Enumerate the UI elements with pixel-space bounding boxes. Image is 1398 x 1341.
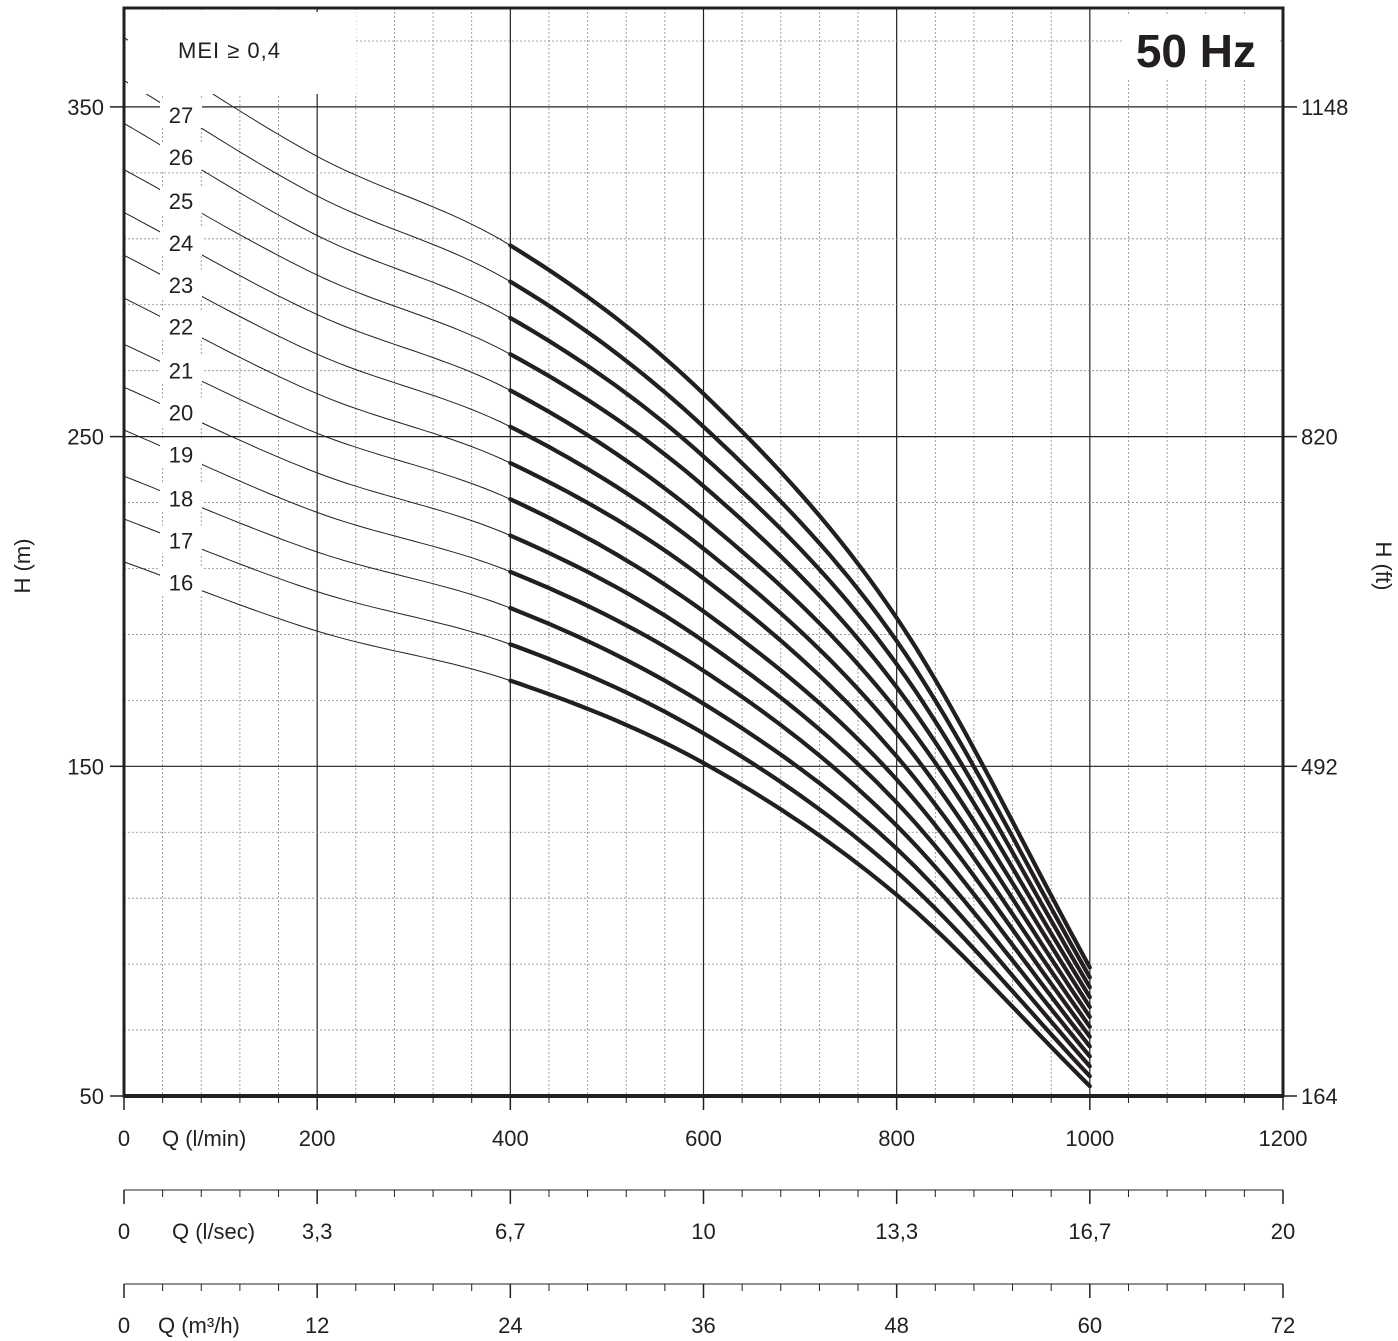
x-tick-label: 200: [299, 1126, 336, 1151]
y-tick-label-left: 150: [67, 754, 104, 779]
curve-label-backdrop: [160, 269, 202, 298]
x-tick-label: 48: [884, 1313, 908, 1338]
curve-bold-22: [508, 460, 1092, 1029]
y-tick-label-left: 50: [80, 1084, 104, 1109]
curve-label-backdrop: [160, 355, 202, 384]
curve-bold-23: [508, 424, 1092, 1019]
x-tick-label: 800: [878, 1126, 915, 1151]
x-tick-label: 1200: [1259, 1126, 1308, 1151]
frequency-label-backdrop: [1122, 14, 1278, 80]
curve-bold-27: [508, 279, 1092, 980]
curve-bold-25: [508, 352, 1092, 1000]
x-tick-label: 16,7: [1068, 1219, 1111, 1244]
y-tick-label-left: 350: [67, 95, 104, 120]
curve-label-backdrop: [160, 100, 202, 129]
curve-label-backdrop: [160, 311, 202, 340]
curve-label-18: 18: [169, 487, 193, 512]
x-tick-label: 24: [498, 1313, 522, 1338]
curve-label-backdrop: [160, 227, 202, 256]
x-axis-title: Q (m³/h): [158, 1313, 240, 1338]
x-axis-title: Q (l/min): [162, 1126, 246, 1151]
y-tick-label-right: 492: [1301, 754, 1338, 779]
curve-label-23: 23: [169, 273, 193, 298]
curve-label-20: 20: [169, 401, 193, 426]
x-tick-label-zero: 0: [118, 1126, 130, 1151]
x-tick-label: 6,7: [495, 1219, 526, 1244]
curve-bold-21: [508, 497, 1092, 1039]
y-axis-right-title: H (ft): [1371, 542, 1396, 591]
curve-label-22: 22: [169, 315, 193, 340]
curve-label-17: 17: [169, 528, 193, 553]
x-tick-label-zero: 0: [118, 1219, 130, 1244]
y-tick-label-right: 164: [1301, 1084, 1338, 1109]
y-axis-ticks: 50 150 250 350 164 492 820 1148: [67, 95, 1348, 1109]
curve-label-24: 24: [169, 231, 193, 256]
mei-annotation: MEI ≥ 0,4: [178, 38, 281, 63]
x-tick-label: 400: [492, 1126, 529, 1151]
curve-label-backdrop: [160, 141, 202, 170]
x-tick-label: 72: [1271, 1313, 1295, 1338]
x-tick-label: 1000: [1065, 1126, 1114, 1151]
mei-label-backdrop: [128, 12, 356, 94]
y-axis-left-title: H (m): [10, 539, 35, 594]
curve-bold-19: [508, 569, 1092, 1059]
curve-bold-18: [508, 605, 1092, 1069]
x-tick-label: 600: [685, 1126, 722, 1151]
y-tick-label-left: 250: [67, 425, 104, 450]
x-axis-title: Q (l/sec): [172, 1219, 255, 1244]
chart-title: 50 Hz: [1136, 25, 1256, 77]
x-tick-label: 60: [1078, 1313, 1102, 1338]
curve-bold-26: [508, 315, 1092, 990]
curve-label-26: 26: [169, 145, 193, 170]
x-tick-label: 12: [305, 1313, 329, 1338]
curve-bold-20: [508, 533, 1092, 1049]
x-tick-label-zero: 0: [118, 1313, 130, 1338]
y-tick-label-right: 1148: [1301, 95, 1348, 120]
curve-bold-28: [508, 243, 1092, 970]
x-tick-label: 13,3: [875, 1219, 918, 1244]
x-tick-label: 10: [691, 1219, 715, 1244]
curve-bold-16: [508, 678, 1092, 1089]
curve-label-27: 27: [169, 103, 193, 128]
curve-label-backdrop: [160, 567, 202, 596]
curve-label-backdrop: [160, 439, 202, 468]
curve-label-21: 21: [169, 359, 193, 384]
curve-label-backdrop: [160, 483, 202, 512]
x-tick-label: 36: [691, 1313, 715, 1338]
curve-label-16: 16: [169, 570, 193, 595]
x-tick-label: 20: [1271, 1219, 1295, 1244]
curve-label-backdrop: [160, 525, 202, 554]
curve-label-25: 25: [169, 189, 193, 214]
y-tick-label-right: 820: [1301, 425, 1338, 450]
curve-label-backdrop: [160, 186, 202, 215]
curve-label-backdrop: [160, 397, 202, 426]
x-tick-label: 3,3: [302, 1219, 333, 1244]
curve-bold-17: [508, 642, 1092, 1079]
curve-label-19: 19: [169, 442, 193, 467]
curve-bold-24: [508, 388, 1092, 1010]
